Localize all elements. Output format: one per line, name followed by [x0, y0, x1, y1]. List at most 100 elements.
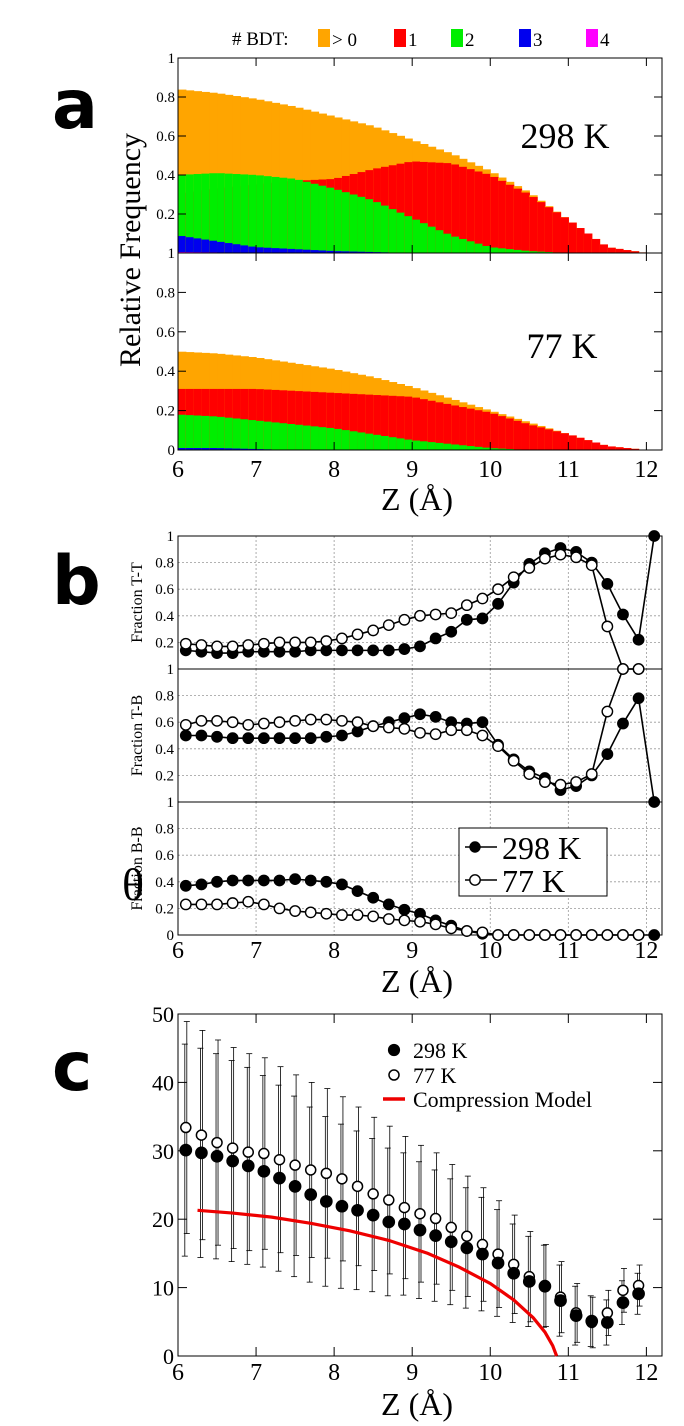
x-tick-label-c: 8	[328, 1360, 340, 1386]
bar-298K-1	[583, 233, 593, 253]
compression-model-curve	[197, 1208, 559, 1357]
bar-77K-2	[209, 416, 218, 450]
x-axis-label-a: Z (Å)	[381, 481, 453, 517]
point-77k-b	[273, 716, 286, 729]
point-298k-b	[398, 903, 411, 916]
point-298k-b	[445, 625, 458, 638]
point-77k-c	[226, 1142, 239, 1154]
point-298k-c	[398, 1217, 411, 1231]
bar-77K-1	[396, 396, 405, 450]
axes-frame-a-1	[177, 252, 663, 451]
point-298k-b	[242, 874, 255, 887]
point-77k-c	[180, 1121, 192, 1134]
bar-77K-1	[622, 448, 632, 450]
axes-frame-c	[177, 1013, 663, 1357]
bar-77K-2	[443, 443, 452, 450]
bar-298K-2	[232, 174, 242, 253]
bar-298K-2	[326, 187, 335, 253]
point-298k-b	[398, 712, 411, 725]
y-tick-label-a: 1	[168, 246, 176, 262]
point-298k-b	[195, 729, 208, 742]
bar-298K-2	[217, 173, 226, 253]
x-tick-label-c: 9	[406, 1360, 418, 1386]
point-77k-b	[257, 717, 270, 730]
bar-298K-1	[474, 171, 484, 253]
point-298k-c	[273, 1171, 286, 1185]
point-77k-b	[351, 716, 364, 729]
bar-77K-2	[357, 432, 366, 450]
legend-swatch-2	[451, 29, 463, 47]
bar-298K-3	[302, 249, 312, 253]
bar-77K-2	[498, 448, 507, 450]
bar-298K-2	[201, 173, 210, 253]
bar-298K-2	[420, 223, 429, 253]
point-77k-c	[445, 1221, 457, 1234]
point-298k-c	[632, 1287, 645, 1301]
bar-77K-3	[201, 448, 210, 450]
bar-77K-3	[185, 448, 195, 450]
point-298k-b	[414, 708, 426, 721]
y-tick-label-b: 1	[167, 795, 175, 811]
point-298k-b	[367, 644, 380, 657]
point-298k-b	[226, 732, 239, 745]
point-77k-b	[632, 929, 645, 941]
point-77k-b	[445, 922, 458, 935]
bar-298K-2	[357, 196, 366, 253]
bar-77K-3	[224, 448, 234, 450]
bar-77K-1	[576, 437, 585, 450]
bar-77K-1	[529, 425, 538, 450]
point-77k-b	[289, 714, 301, 727]
bar-298K-2	[310, 183, 320, 253]
bar-77K-2	[232, 418, 242, 450]
point-77k-b	[351, 628, 364, 641]
bar-77K-1	[630, 448, 640, 450]
point-77k-b	[304, 713, 317, 726]
point-77k-b	[601, 929, 614, 941]
bar-77K-2	[279, 423, 288, 450]
bar-77K-2	[474, 446, 484, 450]
bar-77K-2	[427, 442, 437, 450]
bar-77K-2	[435, 442, 445, 450]
bar-77K-2	[466, 446, 476, 450]
point-77k-b	[179, 637, 192, 650]
point-77k-b	[507, 571, 520, 584]
bar-298K-1	[443, 163, 452, 253]
legend-marker-298k	[469, 841, 481, 853]
y-tick-label-a: 0.6	[156, 325, 175, 341]
point-298k-b	[336, 878, 348, 891]
bar-77K-1	[334, 393, 343, 450]
bar-298K-3	[310, 250, 320, 253]
bar-298K-3	[178, 236, 187, 253]
bar-298K-2	[498, 248, 507, 253]
bar-77K-2	[256, 420, 265, 450]
bar-298K-3	[349, 251, 359, 253]
point-298k-b	[492, 597, 504, 610]
bar-77K-1	[365, 394, 374, 450]
point-77k-b	[414, 609, 426, 622]
point-77k-b	[476, 729, 489, 742]
point-77k-b	[242, 718, 255, 731]
bar-298K-1	[420, 161, 429, 253]
point-77k-b	[351, 909, 364, 921]
point-77k-b	[398, 722, 411, 735]
bar-298K-2	[490, 247, 499, 253]
bar-298K-1	[490, 176, 499, 253]
bar-77K-1	[615, 447, 624, 450]
bar-77K-1	[341, 393, 351, 450]
point-77k-b	[273, 636, 286, 649]
bar-77K-2	[326, 427, 335, 450]
x-tick-label-a: 7	[250, 457, 262, 483]
point-77k-b	[257, 637, 270, 650]
legend-title: # BDT:	[232, 29, 289, 50]
label-298k-a: 298 K	[521, 116, 610, 156]
bar-77K-1	[591, 442, 601, 450]
bar-298K-1	[482, 173, 491, 253]
legend-entry-0: > 0	[332, 30, 357, 51]
bar-77K-1	[295, 391, 304, 450]
point-77k-c	[336, 1173, 348, 1185]
y-tick-label-c: 30	[152, 1139, 174, 1164]
bar-77K-1	[451, 405, 460, 450]
bar-77K-3	[232, 448, 242, 450]
point-298k-b	[179, 879, 192, 892]
point-77k-c	[398, 1201, 411, 1214]
